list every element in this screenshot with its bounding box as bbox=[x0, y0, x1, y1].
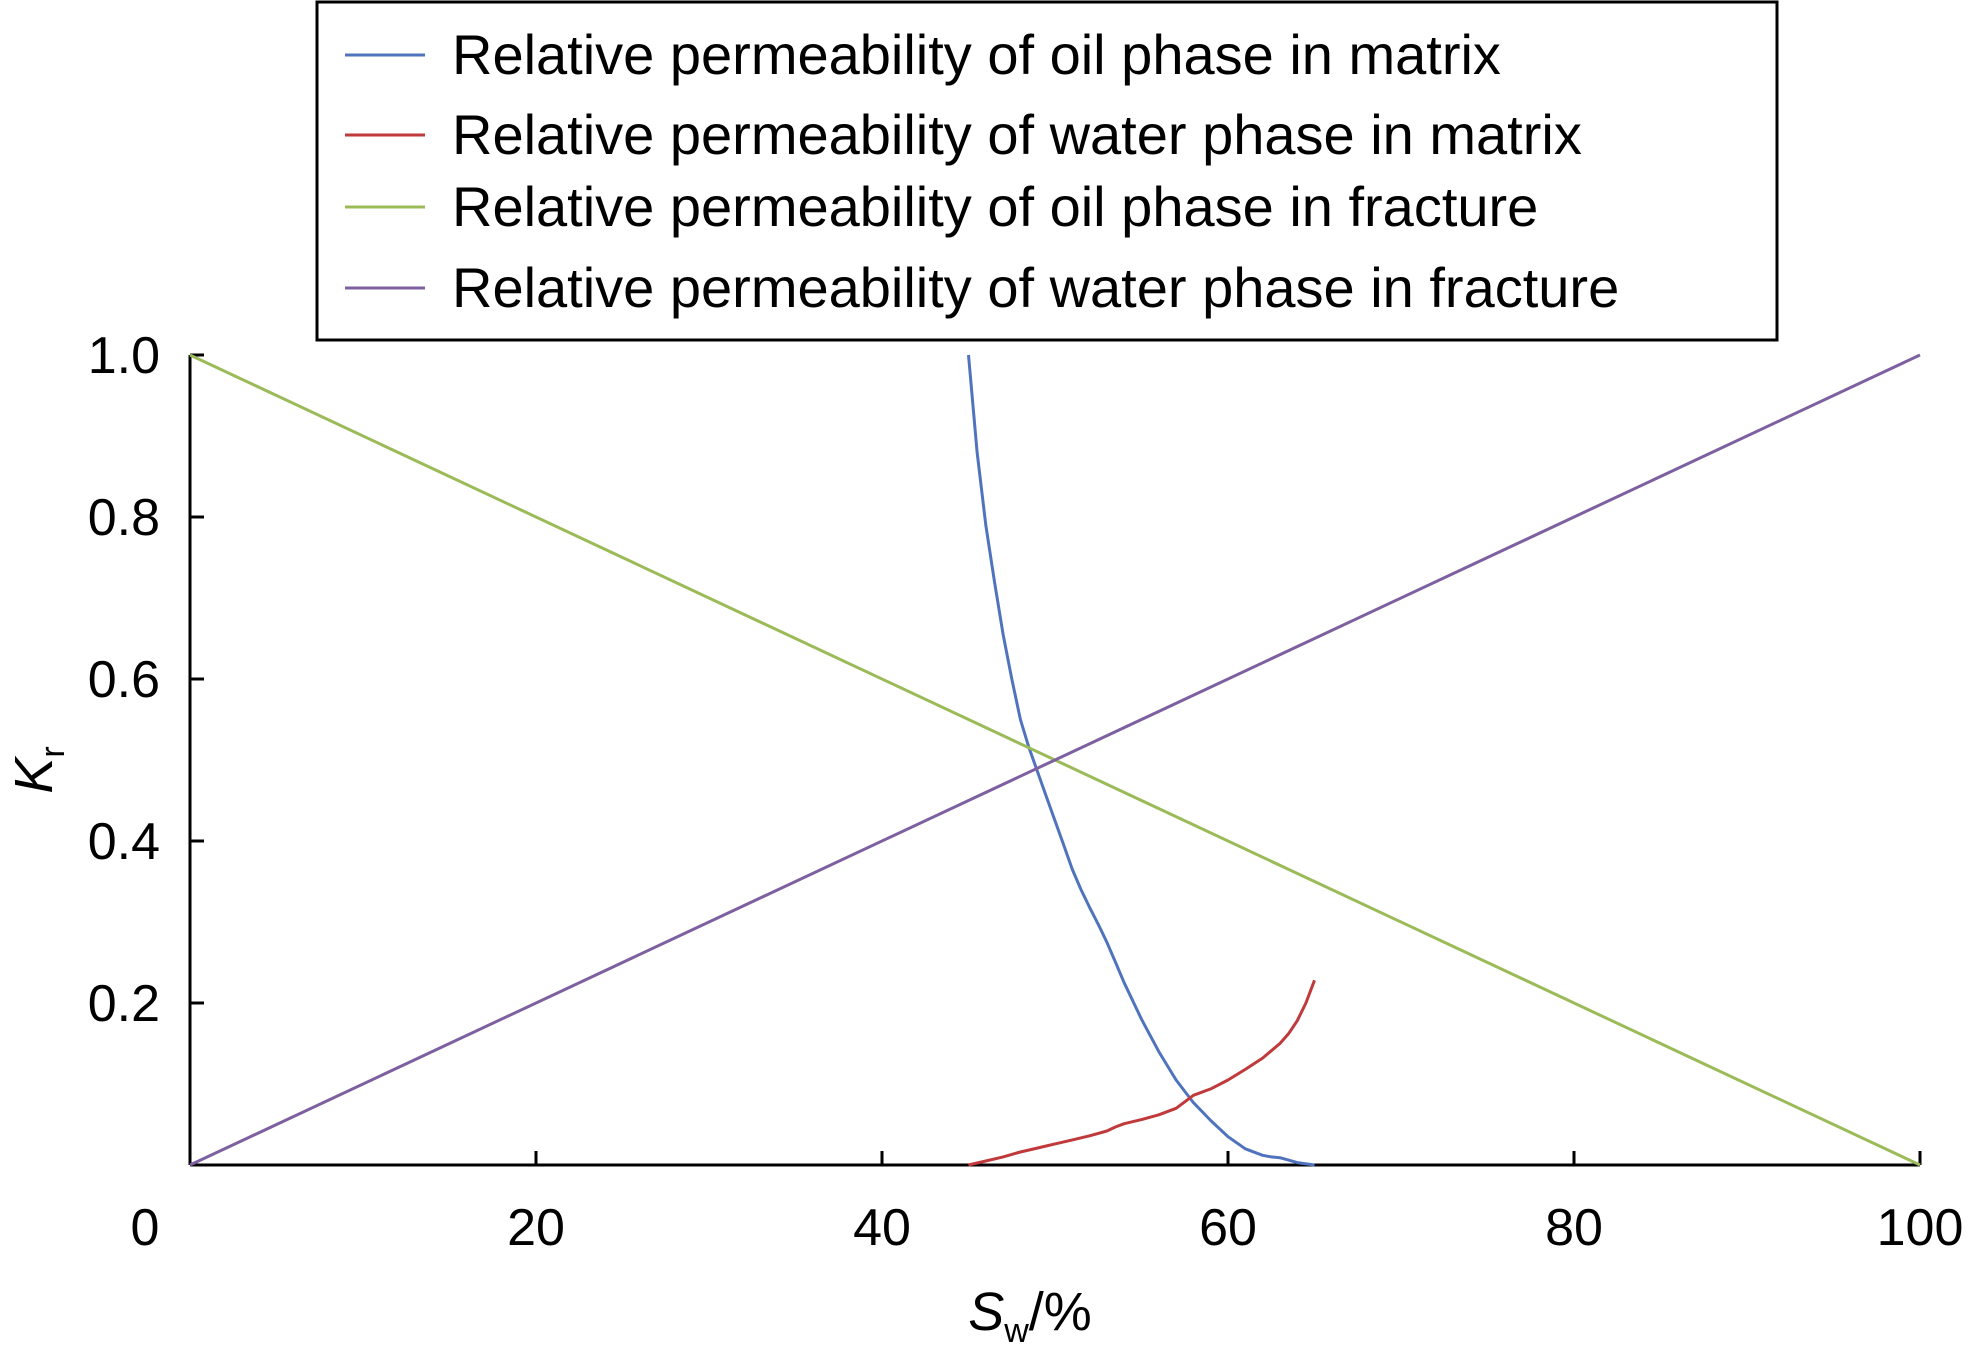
y-tick-label: 0.8 bbox=[88, 489, 160, 547]
y-tick-label: 0.4 bbox=[88, 813, 160, 871]
ticks: 0 20 40 60 80 100 0.2 0.4 0.6 0.8 1.0 bbox=[88, 327, 1964, 1257]
x-tick-label: 20 bbox=[507, 1199, 565, 1257]
y-tick-label: 1.0 bbox=[88, 327, 160, 385]
x-tick-label: 40 bbox=[853, 1199, 911, 1257]
x-axis-title-main: S bbox=[968, 1282, 1004, 1342]
plot-lines bbox=[189, 353, 1921, 1167]
y-axis-title-main: K bbox=[4, 756, 64, 794]
x-tick-label: 60 bbox=[1199, 1199, 1257, 1257]
x-tick-label: 0 bbox=[131, 1199, 160, 1257]
y-axis-title-sub: r bbox=[34, 746, 72, 757]
series-line-2 bbox=[968, 979, 1316, 1167]
series-line-4 bbox=[189, 353, 1921, 1167]
legend-label-3: Relative permeability of oil phase in fr… bbox=[452, 175, 1538, 238]
x-axis-title-sub: w bbox=[1003, 1312, 1029, 1350]
x-axis-title-unit: /% bbox=[1029, 1282, 1092, 1342]
legend-items: Relative permeability of oil phase in ma… bbox=[345, 23, 1619, 319]
y-tick-label: 0.6 bbox=[88, 651, 160, 709]
series-line-1 bbox=[967, 354, 1315, 1167]
legend-label-4: Relative permeability of water phase in … bbox=[452, 256, 1619, 319]
legend-label-2: Relative permeability of water phase in … bbox=[452, 103, 1582, 166]
legend-box bbox=[315, 0, 1779, 342]
legend: Relative permeability of oil phase in ma… bbox=[315, 0, 1779, 342]
x-tick-label: 80 bbox=[1545, 1199, 1603, 1257]
y-axis-title: Kr bbox=[4, 746, 72, 793]
axes bbox=[188, 355, 1920, 1167]
x-tick-label: 100 bbox=[1877, 1199, 1964, 1257]
y-tick-label: 0.2 bbox=[88, 975, 160, 1033]
x-axis-title: Sw/% bbox=[968, 1282, 1092, 1350]
legend-label-1: Relative permeability of oil phase in ma… bbox=[452, 23, 1501, 86]
